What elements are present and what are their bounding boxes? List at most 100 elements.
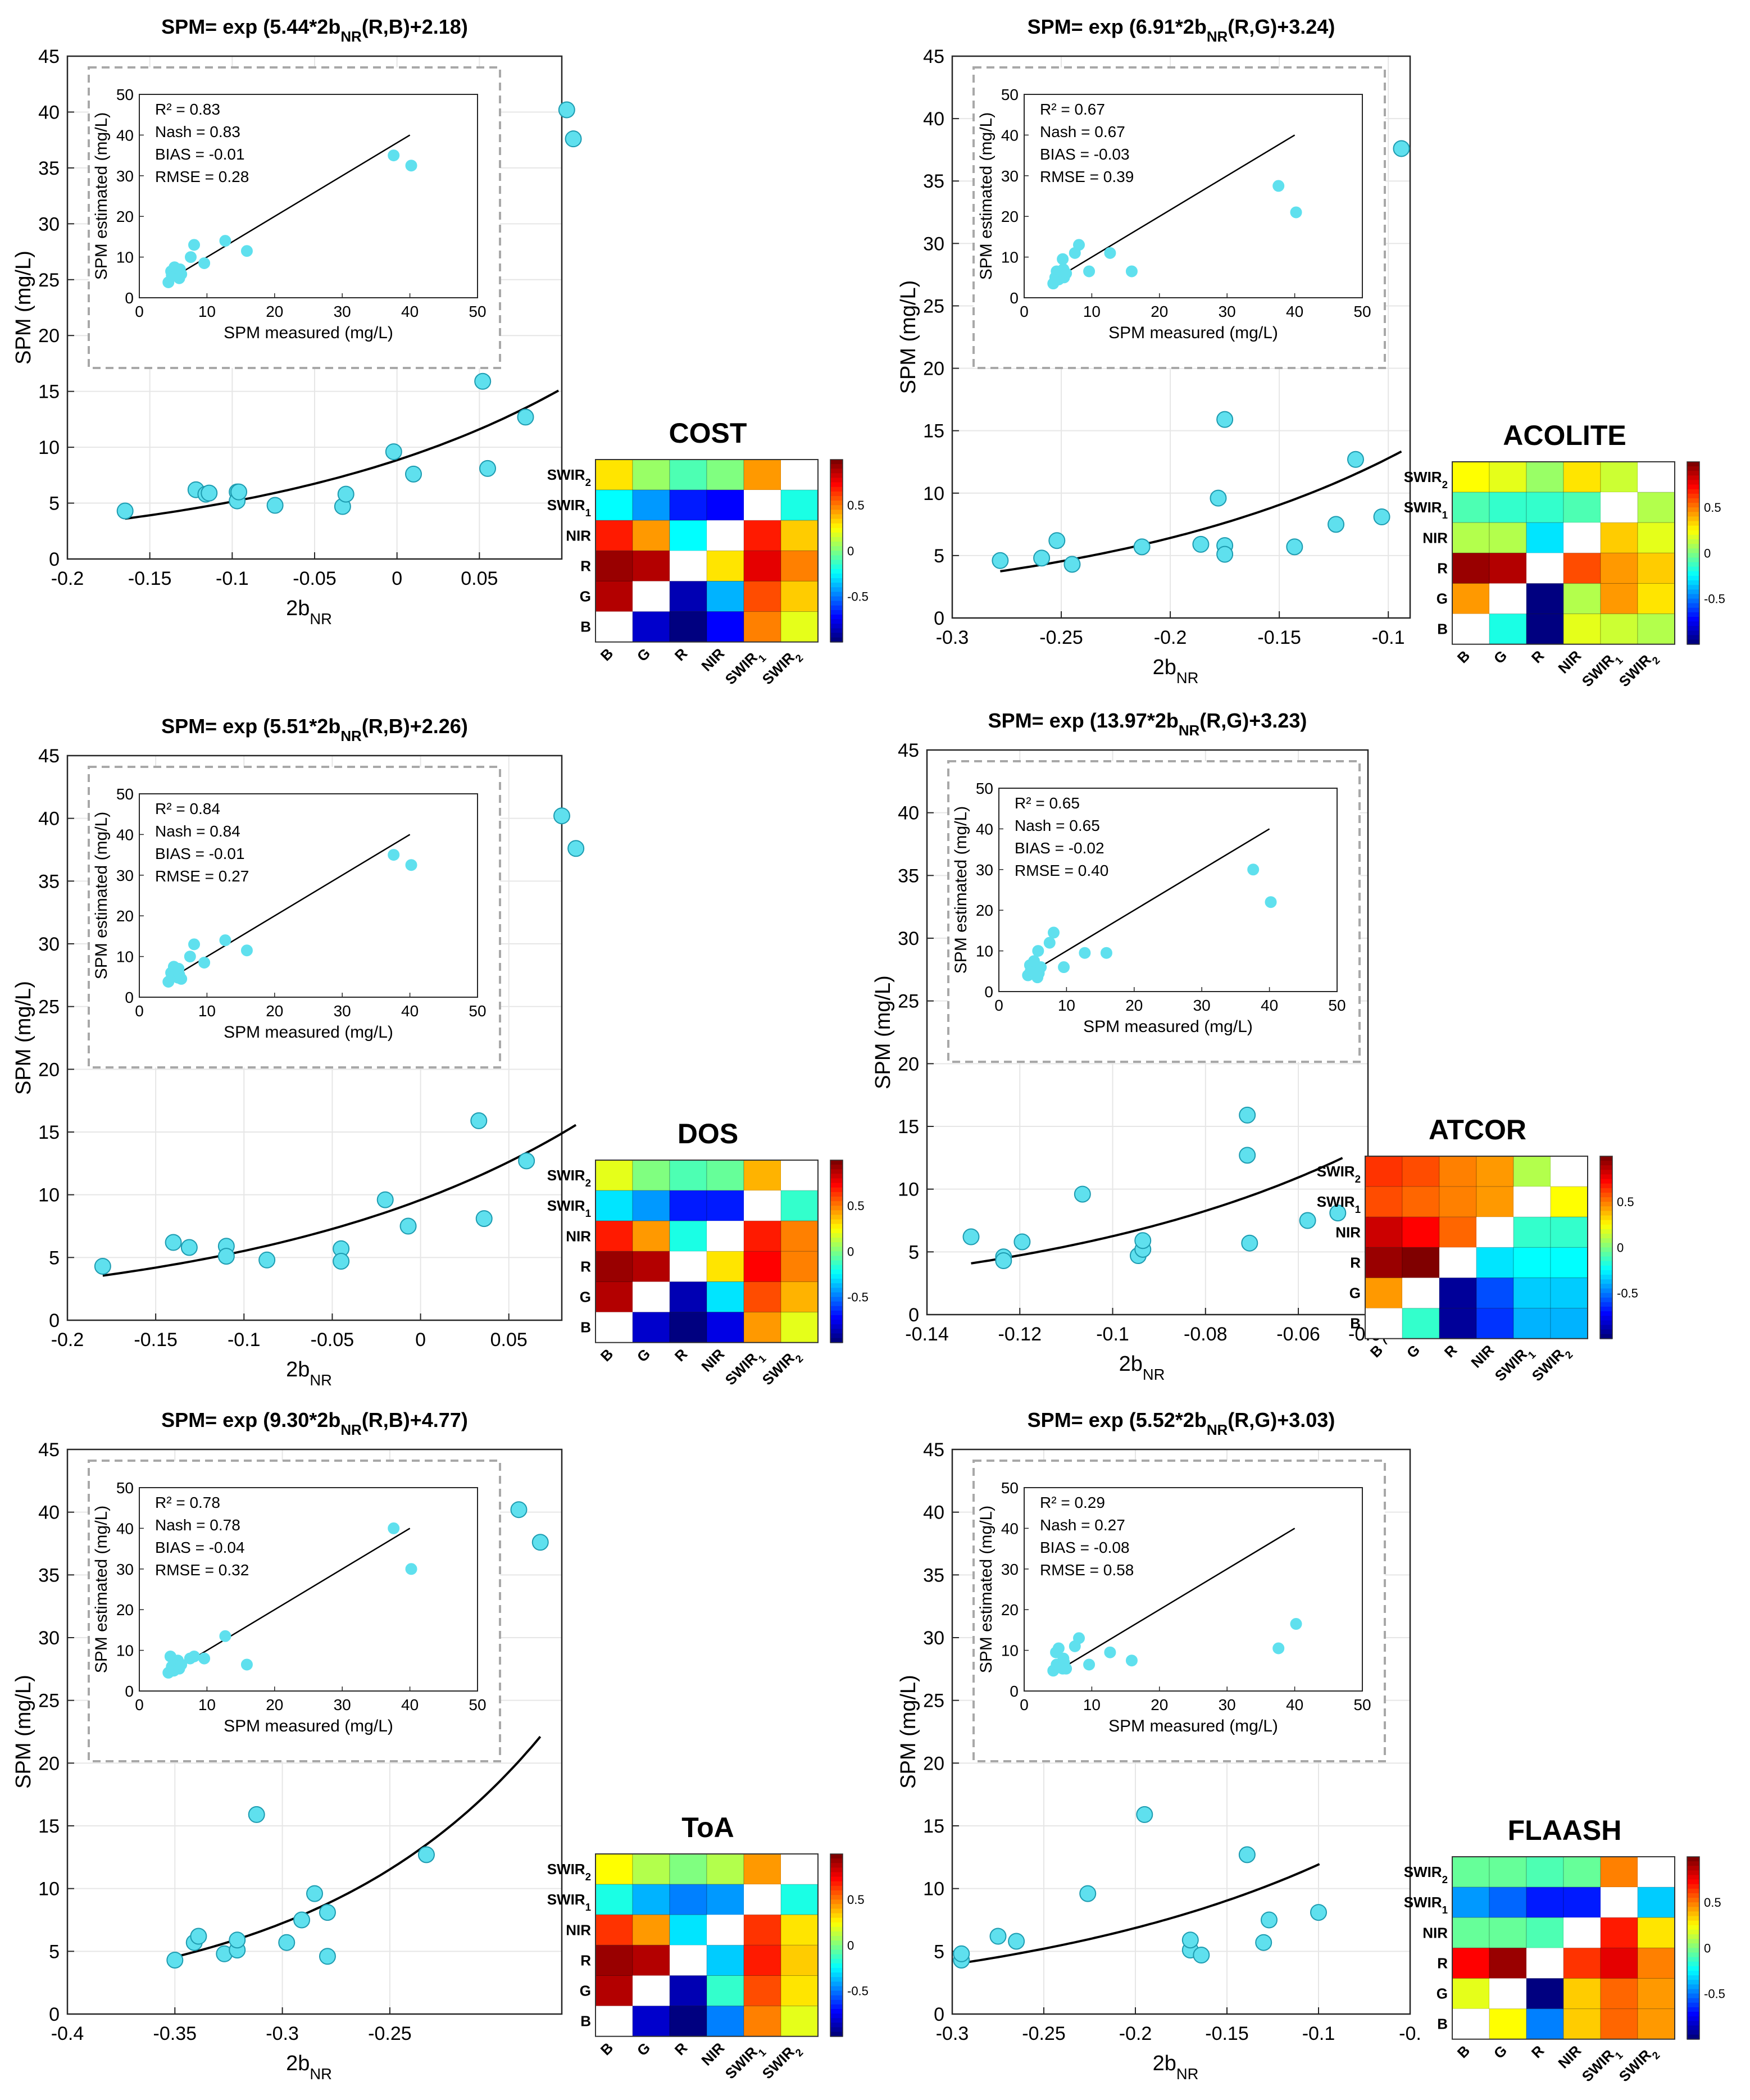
- data-point: [1074, 1185, 1091, 1203]
- inset-y-tick-label: 40: [116, 1520, 134, 1537]
- y-tick-label: 0: [934, 608, 944, 629]
- data-point: [1216, 411, 1234, 428]
- colorbar-segment: [1687, 507, 1699, 513]
- heatmap-cell: [1600, 1947, 1638, 1979]
- heatmap-cell: [744, 1884, 781, 1915]
- heatmap-cell: [1452, 522, 1490, 553]
- heatmap-cell: [595, 1281, 633, 1313]
- heatmap-cell: [1526, 1887, 1564, 1918]
- colorbar-segment: [1687, 571, 1699, 576]
- y-tick-label: 20: [923, 358, 944, 380]
- inset-y-tick-label: 40: [1001, 1520, 1019, 1537]
- heatmap-cell: [1563, 1947, 1601, 1979]
- colorbar-segment: [1687, 462, 1699, 467]
- heatmap-cell: [1402, 1278, 1439, 1308]
- colorbar-segment: [830, 564, 843, 570]
- colorbar-segment: [830, 501, 843, 506]
- heatmap-cell: [595, 489, 633, 521]
- y-axis-label: SPM (mg/L): [897, 280, 920, 394]
- inset-x-axis-label: SPM measured (mg/L): [1108, 324, 1278, 342]
- colorbar-segment: [1687, 539, 1699, 545]
- colorbar-segment: [830, 1922, 843, 1928]
- heatmap-cell: [632, 2006, 670, 2037]
- heatmap-cell: [1402, 1156, 1440, 1187]
- heatmap-row-label: NIR: [1422, 1924, 1448, 1941]
- inset-data-point: [1272, 1642, 1285, 1654]
- data-point: [479, 460, 496, 477]
- colorbar-segment: [1687, 525, 1699, 531]
- colorbar-segment: [1687, 2007, 1699, 2013]
- heatmap-col-label: NIR: [698, 2039, 728, 2069]
- inset-data-point: [1290, 206, 1302, 219]
- heatmap-row-label: SWIR1: [547, 497, 591, 519]
- colorbar-segment: [830, 1242, 843, 1248]
- inset-x-tick-label: 50: [1328, 997, 1346, 1014]
- inset-data-point: [219, 235, 231, 247]
- heatmap-cell: [1637, 1947, 1675, 1979]
- data-point: [190, 1928, 207, 1945]
- inset-data-point: [1060, 267, 1072, 280]
- y-tick-label: 20: [38, 1753, 60, 1774]
- heatmap-row-label: SWIR2: [547, 1167, 591, 1189]
- inset-y-tick-label: 30: [1001, 167, 1019, 185]
- heatmap-cell: [1600, 2008, 1638, 2040]
- y-tick-label: 25: [898, 991, 919, 1012]
- heatmap-col-label: NIR: [698, 645, 728, 675]
- inset-data-point: [198, 257, 211, 269]
- colorbar-segment: [1600, 1229, 1612, 1235]
- data-point: [333, 1253, 350, 1270]
- colorbar-segment: [830, 1995, 843, 2001]
- heatmap-cell: [1637, 1917, 1675, 1948]
- heatmap-cell: [1513, 1308, 1551, 1339]
- colorbar-segment: [830, 469, 843, 474]
- heatmap-cell: [670, 1945, 707, 1976]
- inset-stat-label: BIAS = -0.08: [1040, 1539, 1130, 1556]
- colorbar-segment: [1687, 548, 1699, 554]
- data-point: [1013, 1233, 1031, 1251]
- heatmap-cell: [1513, 1156, 1551, 1187]
- heatmap-cell: [743, 1251, 781, 1282]
- x-axis-label: 2bNR: [1153, 2052, 1199, 2083]
- heatmap-cell: [1439, 1277, 1477, 1309]
- colorbar-segment: [830, 1169, 843, 1175]
- data-point: [180, 1239, 198, 1256]
- heatmap-cell: [1526, 613, 1564, 645]
- heatmap-col-label: R: [671, 645, 691, 665]
- heatmap-cell: [1452, 583, 1490, 615]
- heatmap-border: [1365, 1156, 1588, 1339]
- colorbar-segment: [1600, 1297, 1612, 1303]
- inset-data-point: [198, 1652, 211, 1665]
- inset-data-point: [188, 1650, 201, 1662]
- colorbar-segment: [1600, 1302, 1612, 1307]
- inset-y-tick-label: 30: [1001, 1561, 1019, 1578]
- y-tick-label: 45: [38, 746, 60, 767]
- colorbar-segment: [830, 491, 843, 497]
- x-tick-label: -0.1: [1372, 627, 1405, 648]
- data-point: [1310, 1904, 1327, 1921]
- heatmap-cell: [1563, 522, 1601, 553]
- y-tick-label: 30: [38, 213, 60, 235]
- heatmap-col-label: NIR: [1467, 1342, 1497, 1371]
- heatmap-cell: [669, 2006, 707, 2037]
- inset-data-point: [1073, 239, 1085, 251]
- heatmap-cell: [1526, 2008, 1564, 2040]
- heatmap-cell: [1452, 2008, 1489, 2039]
- colorbar-segment: [830, 510, 843, 515]
- y-tick-label: 25: [923, 296, 944, 317]
- axes-box: [926, 749, 1369, 1316]
- data-point: [1008, 1933, 1025, 1950]
- heatmap-row-label: B: [1437, 621, 1448, 638]
- heatmap-cell: [632, 1884, 670, 1915]
- inset-stat-label: RMSE = 0.27: [155, 867, 249, 885]
- heatmap-cell: [595, 580, 633, 612]
- colorbar-segment: [830, 464, 843, 470]
- colorbar-segment: [830, 1315, 843, 1321]
- heatmap-col-label: B: [597, 2039, 616, 2058]
- colorbar-tick-label: 0.5: [1617, 1195, 1634, 1209]
- heatmap-cell: [1526, 522, 1564, 553]
- x-tick-label: -0.1: [1302, 2023, 1335, 2044]
- colorbar-segment: [830, 514, 843, 520]
- inset-stat-label: R² = 0.29: [1040, 1494, 1105, 1511]
